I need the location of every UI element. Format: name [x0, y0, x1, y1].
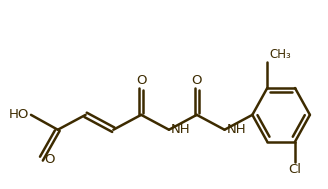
Text: Cl: Cl [289, 163, 301, 177]
Text: NH: NH [171, 123, 191, 136]
Text: CH₃: CH₃ [269, 48, 291, 61]
Text: O: O [44, 153, 54, 166]
Text: O: O [136, 74, 146, 87]
Text: O: O [192, 74, 202, 87]
Text: NH: NH [227, 123, 246, 136]
Text: HO: HO [9, 108, 29, 121]
